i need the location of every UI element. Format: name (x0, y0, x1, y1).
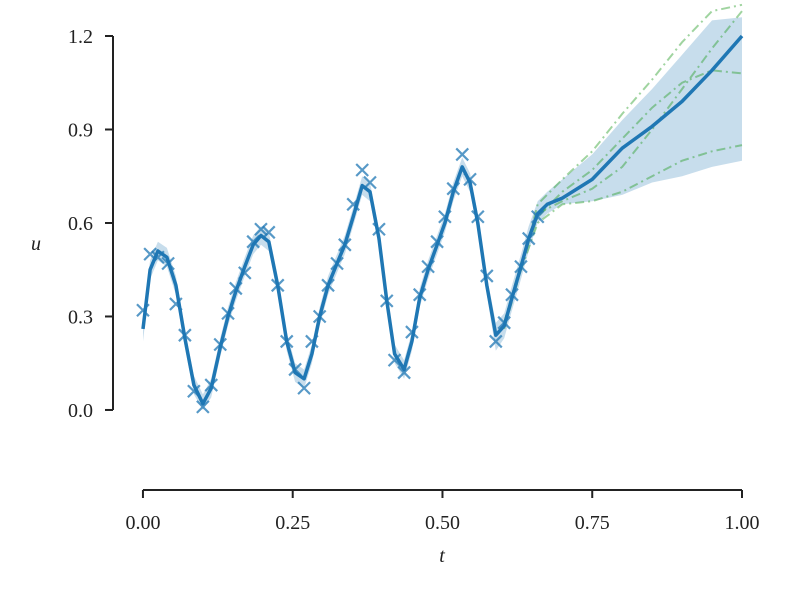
sample-line (503, 144, 743, 327)
y-tick-label: 0.3 (68, 306, 93, 328)
x-tick-label: 0.00 (125, 512, 160, 534)
observation (438, 209, 452, 224)
observation (471, 209, 485, 224)
observation (505, 287, 519, 302)
observation (246, 234, 260, 249)
observation (372, 222, 386, 236)
observation (497, 315, 511, 330)
observation (312, 309, 327, 324)
observation (169, 297, 183, 311)
sample-line (503, 69, 743, 323)
observation (430, 234, 444, 249)
observation (221, 306, 235, 321)
observation (412, 287, 427, 302)
observation (330, 256, 344, 271)
observation (305, 334, 319, 349)
y-tick-label: 0.9 (68, 119, 93, 141)
observation (363, 175, 377, 190)
x-tick-label: 1.00 (725, 512, 760, 534)
observation (346, 197, 360, 212)
y-tick-label: 1.2 (68, 26, 93, 48)
sample-line (503, 10, 743, 323)
observation (521, 231, 536, 246)
x-tick-label: 0.25 (275, 512, 310, 534)
observation (178, 328, 192, 342)
observation (321, 278, 335, 293)
observation (338, 238, 352, 252)
observation (530, 209, 545, 224)
observation (379, 294, 394, 308)
observation (161, 256, 175, 271)
observation (136, 303, 150, 318)
y-tick-label: 0.6 (68, 213, 93, 235)
observation (480, 269, 494, 283)
observation (463, 172, 477, 187)
observation (151, 250, 165, 265)
observation (355, 163, 369, 177)
x-tick-label: 0.50 (425, 512, 460, 534)
observation (288, 362, 302, 377)
uncertainty-band (143, 17, 742, 411)
observation (446, 181, 461, 196)
observation (387, 353, 402, 367)
x-tick-label: 0.75 (575, 512, 610, 534)
observation (254, 222, 268, 236)
observation (297, 381, 311, 395)
observation (261, 225, 276, 240)
observation (405, 325, 419, 339)
y-axis-label: u (31, 233, 41, 255)
x-axis-label: t (439, 545, 445, 567)
observation (196, 400, 210, 414)
observation (204, 378, 219, 392)
observation (489, 334, 503, 349)
observation (279, 334, 294, 349)
observation (238, 266, 252, 280)
observation (455, 147, 470, 162)
observation (187, 384, 201, 399)
observation (229, 281, 243, 296)
observation (213, 337, 228, 352)
observation (397, 365, 411, 380)
observation (143, 247, 157, 261)
observation (514, 259, 528, 274)
observation (421, 259, 435, 274)
observation (270, 278, 285, 293)
y-tick-label: 0.0 (68, 400, 93, 422)
